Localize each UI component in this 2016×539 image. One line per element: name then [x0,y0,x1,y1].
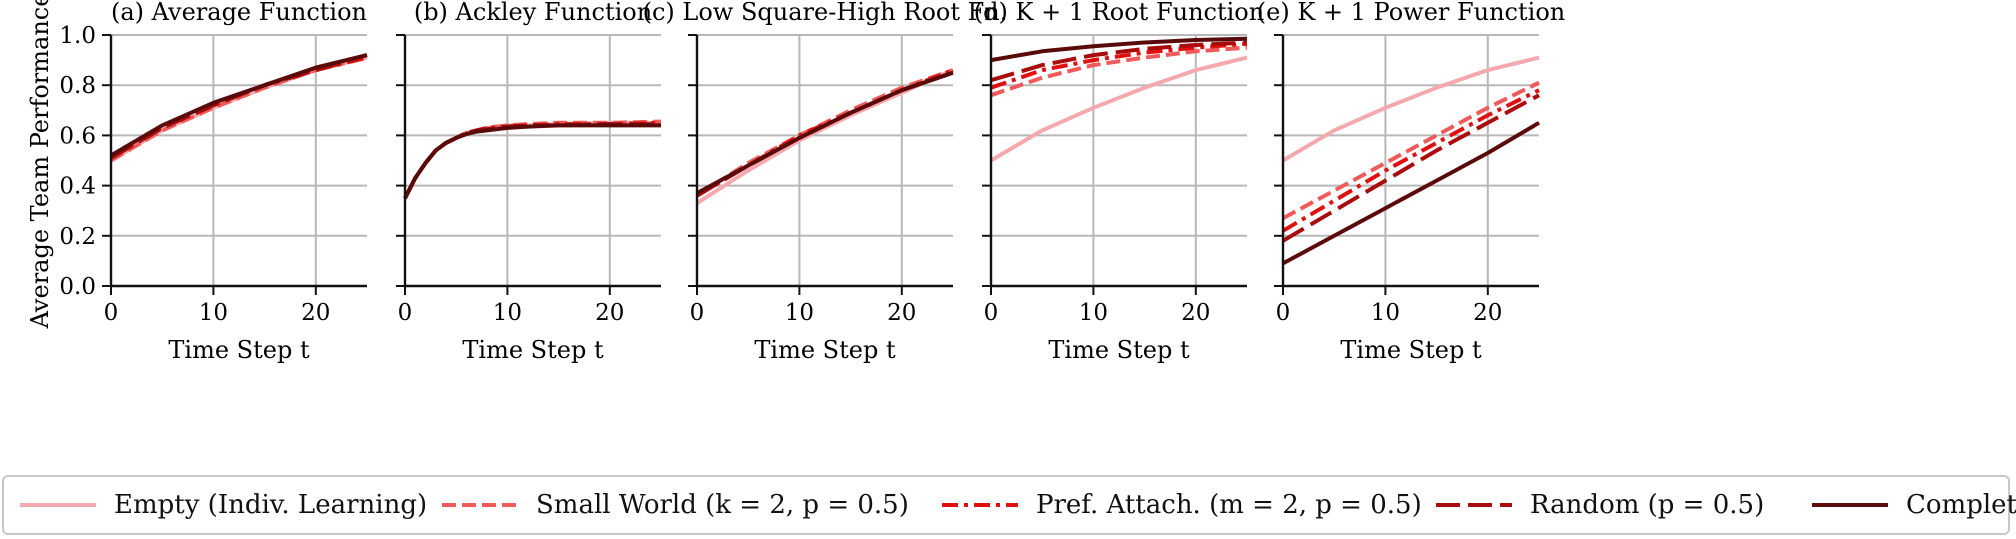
legend-label-random: Random (p = 0.5) [1530,490,1765,520]
x-tick-label: 10 [1371,300,1400,326]
legend-item-complete: Complete [1810,477,2016,533]
x-axis-label: Time Step t [462,336,604,364]
series-random [990,40,1248,83]
legend-swatch-random [1436,503,1512,507]
y-tick-label: 0.6 [59,123,96,149]
series-small-world [403,119,662,200]
x-tick-label: 0 [398,300,413,326]
x-tick-label: 10 [1079,300,1108,326]
series-small-world [109,55,368,163]
legend-label-pref-attach: Pref. Attach. (m = 2, p = 0.5) [1036,490,1422,520]
series-random [109,53,368,160]
series-complete [990,36,1248,63]
x-tick-label: 10 [199,300,228,326]
panel-title: (b) Ackley Function [414,0,652,26]
x-tick-label: 20 [595,300,624,326]
x-tick-label: 20 [301,300,330,326]
series-complete [1282,121,1541,266]
panel-5: 0 10 20 (e) K + 1 Power Function Time Step t [1257,0,1565,364]
legend: Empty (Indiv. Learning) Small World (k =… [2,475,2016,535]
figure-canvas: Average Team Performance 0.0 0.2 0.4 0.6 0.8 1… [26,0,1565,364]
series-pref-attach [109,55,368,160]
y-tick-label: 0.4 [59,174,96,200]
y-tick-label: 0.0 [59,274,96,300]
y-tick-label: 1.0 [59,23,96,49]
panel-title: (d) K + 1 Root Function [974,0,1264,26]
series-empty [1281,55,1540,163]
x-tick-label: 10 [493,300,522,326]
legend-swatch-pref-attach [942,503,1018,507]
legend-label-complete: Complete [1906,490,2016,520]
legend-item-small-world: Small World (k = 2, p = 0.5) [440,477,909,533]
y-axis-label: Average Team Performance [26,0,54,329]
panel-4: 0 10 20 (d) K + 1 Root Function Time Step t [974,0,1264,364]
legend-swatch-small-world [442,503,518,507]
x-tick-label: 20 [887,300,916,326]
series-small-world [1282,80,1540,220]
panel-title: (e) K + 1 Power Function [1257,0,1565,26]
legend-item-pref-attach: Pref. Attach. (m = 2, p = 0.5) [940,477,1422,533]
series-empty [403,120,661,200]
legend-item-empty: Empty (Indiv. Learning) [18,477,427,533]
series-complete [109,53,368,158]
series-empty [989,55,1248,163]
series-empty [695,68,954,205]
x-tick-label: 0 [690,300,705,326]
legend-swatch-empty [20,503,96,507]
x-tick-label: 20 [1181,300,1210,326]
panel-title: (c) Low Square-High Root Fn. [643,0,1008,26]
series-pref-attach [1281,88,1540,233]
x-axis-label: Time Step t [754,336,896,364]
series-pref-attach [403,120,662,200]
legend-label-empty: Empty (Indiv. Learning) [114,490,428,520]
x-axis-label: Time Step t [168,336,310,364]
series-complete [403,123,661,200]
x-tick-label: 0 [984,300,999,326]
legend-item-random: Random (p = 0.5) [1434,477,1764,533]
x-axis-label: Time Step t [1340,336,1482,364]
series-pref-attach [990,41,1248,90]
series-random [1281,93,1540,243]
y-tick-label: 0.8 [59,73,96,99]
panel-title: (a) Average Function [111,0,367,26]
series-small-world [990,45,1248,98]
panel-1: 0.0 0.2 0.4 0.6 0.8 1.0 0 10 20 (a) Average Funct… [59,0,368,364]
x-tick-label: 10 [785,300,814,326]
panel-3: 0 10 20 (c) Low Square-High Root Fn. Time St… [643,0,1008,364]
x-tick-label: 0 [104,300,119,326]
x-tick-label: 20 [1473,300,1502,326]
series-complete [696,70,954,195]
series-empty [109,55,368,163]
legend-swatch-complete [1812,503,1888,507]
legend-label-small-world: Small World (k = 2, p = 0.5) [536,490,909,520]
panel-2: 0 10 20 (b) Ackley Function Time Step t [396,0,662,364]
x-tick-label: 0 [1276,300,1291,326]
x-axis-label: Time Step t [1048,336,1190,364]
y-tick-label: 0.2 [59,224,96,250]
